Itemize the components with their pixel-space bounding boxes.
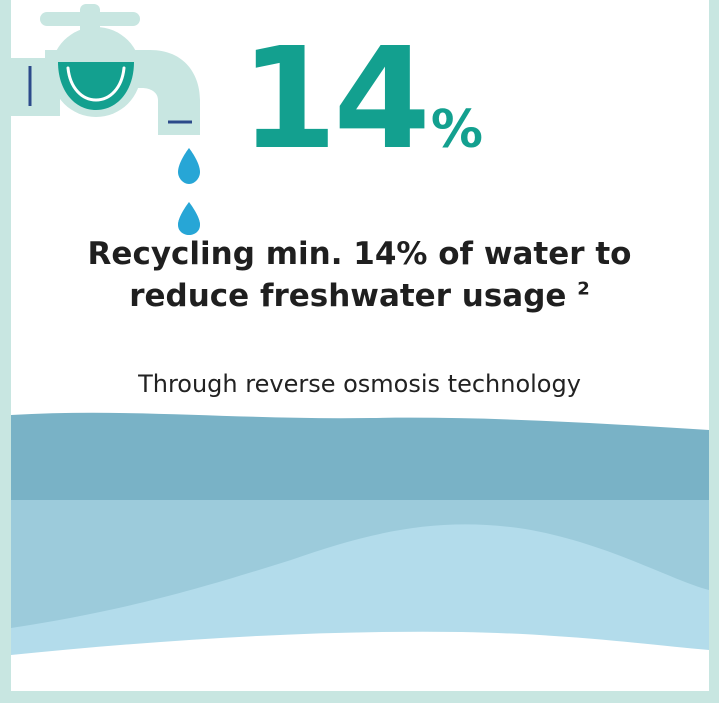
headline-line-2-text: reduce freshwater usage (129, 277, 567, 314)
water-waves (11, 412, 709, 691)
headline-line-2: reduce freshwater usage 2 (0, 276, 719, 318)
subtext: Through reverse osmosis technology (138, 370, 581, 398)
headline-line-1: Recycling min. 14% of water to (87, 236, 632, 272)
stat-unit: % (430, 100, 483, 160)
stat-number: 14 (240, 18, 431, 181)
headline: Recycling min. 14% of water to reduce fr… (0, 234, 719, 318)
stat-value: 14% (240, 30, 483, 170)
droplet-2-bottom (178, 202, 200, 235)
bottom-frame (0, 691, 719, 703)
infographic-card (11, 0, 709, 691)
faucet-icon (11, 4, 200, 225)
footnote-marker: 2 (577, 278, 590, 300)
wave-bottom-white (11, 631, 709, 691)
droplet-1 (178, 148, 200, 184)
